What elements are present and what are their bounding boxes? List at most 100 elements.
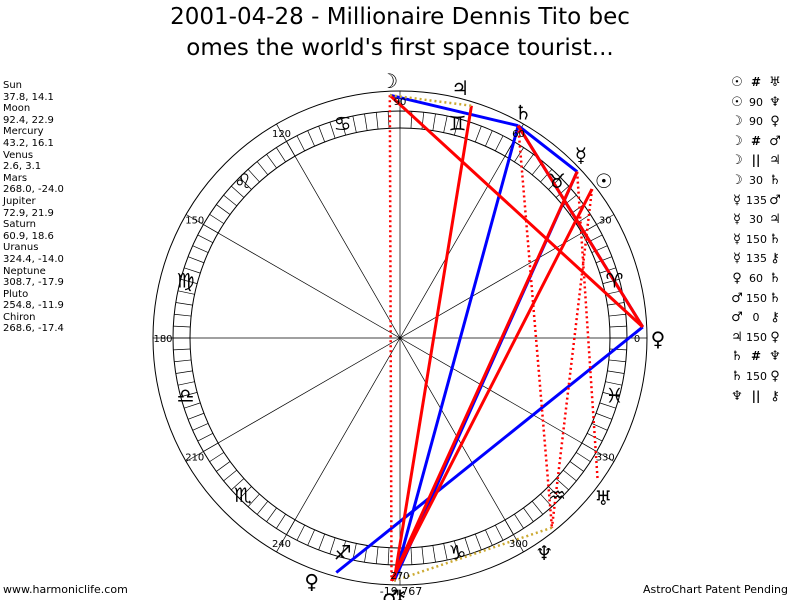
aspect-row: ♄ # ♆ (728, 347, 798, 367)
aspect-row: ♄ 150 ♀ (728, 367, 798, 387)
patent-notice: AstroChart Patent Pending (642, 583, 788, 596)
zodiac-sign: ♐ (334, 540, 352, 564)
aspect-planet-2: ♀ (770, 329, 780, 345)
ring-tick (555, 478, 569, 491)
aspect-row: ☽ 30 ♄ (728, 171, 798, 191)
aspect-planet-2: ♅ (769, 75, 781, 90)
ring-tick (375, 546, 379, 564)
degree-label: 0 (634, 334, 640, 345)
ring-tick (514, 147, 524, 163)
aspect-planet-2: ♆ (769, 94, 781, 110)
zodiac-sign: ♒ (548, 483, 566, 507)
planet-glyph: ♅ (594, 486, 612, 510)
zodiac-sign: ♌ (234, 169, 252, 193)
position-value: 43.2, 16.1 (3, 137, 54, 149)
aspect-line (389, 93, 519, 128)
aspect-list: ☉ # ♅ ☉ 90 ♆ ☽ 90 ♀ ☽ # ♂ ☽ || ♃ ☽ 30 ♄ ☿ 135 ♂ ☿ 30 ♃ ☿ 150 ♄ ☿ 135… (728, 73, 798, 406)
aspect-row: ♂ 150 ♄ (728, 289, 798, 309)
ring-tick (256, 500, 269, 515)
planet-glyph: ♂ (382, 585, 400, 600)
position-name: Uranus (3, 242, 39, 254)
planet-glyph: ♀ (304, 569, 319, 593)
position-name: Mars (3, 172, 28, 184)
degree-label: 60 (512, 129, 525, 140)
aspect-planet-1: ☿ (733, 212, 741, 228)
position-name: Saturn (3, 219, 37, 231)
ring-tick (307, 529, 315, 546)
degree-label: 150 (185, 216, 204, 227)
zodiac-sign: ♓ (605, 383, 623, 407)
ring-tick (591, 423, 608, 431)
position-name: Venus (3, 149, 34, 161)
ring-tick (340, 118, 346, 136)
aspect-row: ♆ || ⚷ (728, 387, 798, 407)
aspect-planet-1: ♂ (731, 290, 743, 306)
ring-tick (523, 507, 534, 522)
position-value: 268.6, -17.4 (3, 323, 64, 335)
aspect-planet-1: ♄ (731, 349, 743, 365)
ring-tick (607, 370, 625, 374)
aspect-line (335, 325, 644, 574)
aspect-planet-1: ☉ (731, 75, 743, 90)
ring-tick (209, 214, 225, 224)
ring-tick (184, 402, 201, 409)
position-name: Chiron (3, 311, 36, 323)
ring-tick (375, 112, 379, 130)
aspect-line (388, 95, 393, 581)
ring-tick (595, 412, 613, 420)
aspect-row: ☽ # ♂ (728, 132, 798, 152)
chart-title-line-1: 2001-04-28 - Millionaire Dennis Tito bec (170, 4, 630, 30)
ring-tick (474, 533, 482, 551)
ring-tick (192, 423, 209, 431)
planet-glyph: ☉ (595, 169, 613, 193)
position-value: 60.9, 18.6 (3, 230, 54, 242)
position-value: 2.6, 3.1 (3, 161, 42, 173)
aspect-symbol: # (750, 75, 762, 89)
aspect-line (389, 93, 472, 107)
ring-tick (352, 115, 357, 133)
aspect-line (575, 171, 599, 480)
aspect-planet-2: ♃ (769, 212, 781, 228)
aspect-symbol: # (750, 349, 762, 364)
zodiac-sign: ♑ (448, 540, 466, 564)
ring-tick (307, 130, 315, 147)
ring-tick (247, 493, 260, 507)
aspect-planet-2: ♀ (770, 114, 780, 130)
ring-tick (231, 478, 245, 491)
website-link[interactable]: www.harmoniclife.com (3, 583, 128, 596)
ring-tick (174, 313, 192, 317)
aspect-planet-1: ☽ (731, 133, 743, 149)
ring-tick (608, 359, 626, 363)
aspect-planet-2: ♄ (769, 172, 781, 188)
ring-tick (276, 147, 286, 163)
aspect-symbol: 150 (746, 291, 767, 305)
wheel-spokes (153, 91, 647, 585)
position-name: Sun (3, 80, 23, 91)
aspect-planet-2: ⚷ (770, 388, 780, 404)
degree-label: 210 (185, 453, 204, 464)
ring-tick (602, 278, 620, 284)
ring-tick (443, 115, 448, 133)
aspect-planet-2: ♂ (769, 192, 781, 208)
aspect-row: ☽ 90 ♀ (728, 112, 798, 132)
aspect-line (516, 124, 645, 328)
ring-tick (187, 412, 205, 420)
position-name: Pluto (3, 288, 29, 300)
ring-tick (318, 125, 326, 143)
planet-glyph: ♀ (651, 327, 666, 351)
ring-tick (443, 543, 448, 561)
ring-tick (180, 278, 198, 284)
ring-tick (318, 533, 326, 551)
ring-tick (216, 204, 231, 215)
aspect-planet-1: ♃ (731, 329, 743, 345)
ring-tick (239, 486, 252, 499)
aspect-planet-1: ♂ (731, 310, 743, 326)
aspect-row: ☉ 90 ♆ (728, 93, 798, 113)
aspect-symbol: 150 (746, 330, 767, 344)
ring-tick (474, 125, 482, 143)
aspect-symbol: 30 (749, 173, 763, 187)
aspect-planet-1: ☽ (731, 172, 743, 188)
ring-tick (231, 185, 245, 198)
ring-tick (531, 500, 544, 515)
ring-tick (421, 546, 425, 564)
